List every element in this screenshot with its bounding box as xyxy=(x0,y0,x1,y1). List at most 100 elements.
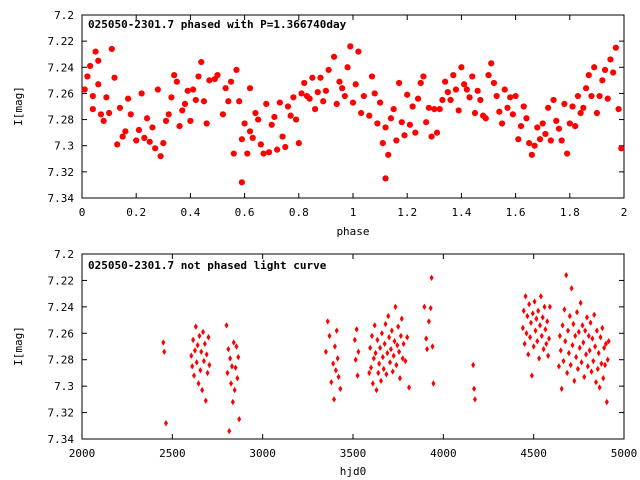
data-point xyxy=(531,343,536,350)
data-point xyxy=(606,338,611,345)
data-point xyxy=(246,85,254,92)
data-point xyxy=(603,340,608,348)
data-point xyxy=(582,373,587,381)
data-point xyxy=(207,361,212,369)
data-point xyxy=(576,328,581,336)
data-point xyxy=(471,109,479,117)
data-point xyxy=(195,341,200,349)
data-point xyxy=(550,96,557,104)
data-point xyxy=(230,398,235,406)
data-point xyxy=(162,117,170,124)
data-point xyxy=(586,332,591,340)
data-point xyxy=(561,100,568,107)
data-point xyxy=(537,322,542,329)
data-point xyxy=(592,311,597,318)
data-point xyxy=(201,328,206,336)
data-point xyxy=(545,104,552,111)
data-point xyxy=(194,359,199,366)
data-point xyxy=(615,106,622,113)
data-point xyxy=(135,126,143,134)
data-point xyxy=(127,111,134,118)
data-point xyxy=(373,349,378,357)
y-axis-label: I[mag] xyxy=(12,86,25,126)
y-axis-label: I[mag] xyxy=(12,326,25,366)
data-point xyxy=(192,96,199,104)
data-point xyxy=(192,372,197,379)
data-point xyxy=(472,396,477,403)
data-point xyxy=(205,369,210,377)
data-point xyxy=(509,111,516,118)
data-point xyxy=(425,345,430,353)
data-point xyxy=(563,338,568,345)
data-point xyxy=(380,353,385,361)
data-point xyxy=(397,348,402,355)
data-point xyxy=(197,332,202,340)
data-point xyxy=(193,323,198,330)
data-point xyxy=(559,385,564,392)
data-point xyxy=(111,74,118,81)
data-point xyxy=(227,427,232,435)
data-point xyxy=(133,137,140,144)
data-point xyxy=(564,271,569,279)
data-point xyxy=(400,355,405,362)
data-point xyxy=(241,120,248,127)
data-point xyxy=(452,86,460,93)
data-point xyxy=(414,95,422,102)
data-point xyxy=(352,81,359,88)
data-point xyxy=(455,107,462,114)
data-point xyxy=(612,44,619,51)
data-point xyxy=(577,344,582,352)
data-point xyxy=(534,124,541,131)
data-point xyxy=(485,72,492,79)
data-point xyxy=(376,369,381,377)
data-point xyxy=(173,78,180,85)
data-point xyxy=(596,349,601,357)
data-point xyxy=(430,343,435,350)
data-point xyxy=(398,332,403,340)
data-point xyxy=(369,364,374,371)
y-tick-label: 7.28 xyxy=(48,354,75,367)
data-point xyxy=(379,377,384,385)
plot-frame xyxy=(81,253,625,440)
data-point xyxy=(537,355,542,362)
data-point xyxy=(95,81,102,88)
data-point xyxy=(231,339,236,346)
data-point xyxy=(195,73,202,80)
data-point xyxy=(203,120,210,127)
data-point xyxy=(100,117,107,124)
data-point xyxy=(333,100,340,107)
data-point xyxy=(526,351,531,358)
data-point xyxy=(377,99,384,106)
data-point xyxy=(377,360,382,367)
y-tick-label: 7.2 xyxy=(54,248,74,261)
data-point xyxy=(164,419,169,427)
data-point xyxy=(458,64,465,71)
data-point xyxy=(168,94,175,101)
data-point xyxy=(387,334,392,341)
data-point xyxy=(108,45,115,53)
data-point xyxy=(407,384,412,391)
data-point xyxy=(523,293,528,300)
data-point xyxy=(587,347,592,354)
data-point xyxy=(529,372,534,379)
data-point xyxy=(119,133,126,140)
data-point xyxy=(584,314,589,321)
data-point xyxy=(594,327,599,334)
data-point xyxy=(232,386,237,394)
y-tick-label: 7.34 xyxy=(48,433,75,446)
data-point xyxy=(428,133,435,140)
data-point xyxy=(553,117,560,124)
data-point xyxy=(238,179,245,186)
data-point xyxy=(469,73,476,80)
data-point xyxy=(517,123,525,130)
x-tick-label: 1 xyxy=(350,206,357,219)
data-point xyxy=(567,312,572,320)
data-point xyxy=(196,380,201,387)
data-point xyxy=(461,81,468,88)
data-point xyxy=(582,85,590,92)
data-point xyxy=(607,56,614,63)
data-point xyxy=(572,377,577,385)
data-point xyxy=(572,123,579,130)
data-point xyxy=(378,344,383,352)
